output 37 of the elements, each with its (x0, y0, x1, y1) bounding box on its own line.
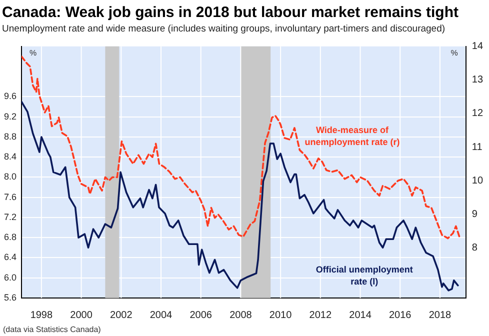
y-tick-label: 8.0 (4, 172, 17, 182)
y-tick-label: 9.6 (4, 91, 17, 102)
y-axis-title: % (30, 48, 37, 58)
y-tick-label: 7.6 (4, 192, 17, 202)
x-tick-label: 2004 (150, 310, 173, 321)
y2-tick-label: 10 (472, 175, 484, 186)
chart-title: Canada: Weak job gains in 2018 but labour market remains tight (2, 4, 459, 22)
y2-tick-label: 11 (472, 142, 483, 153)
x-tick-label: 2000 (70, 310, 93, 321)
y-tick-label: 6.0 (4, 272, 17, 282)
y-tick-label: 6.8 (4, 232, 17, 242)
y-tick-label: 7.2 (4, 212, 17, 222)
chart-subtitle: Unemployment rate and wide measure (includes waiting groups, involuntary part-timers and discouraged) (2, 23, 446, 34)
y2-axis-title: % (450, 48, 458, 58)
y2-tick-label: 9 (472, 208, 478, 220)
y2-tick-label: 13 (472, 74, 484, 86)
y-tick-label: 6.4 (4, 252, 17, 262)
y-tick-label: 8.4 (4, 152, 17, 162)
x-tick-label: 2002 (110, 310, 133, 321)
y-tick-label: 5.6 (4, 292, 17, 302)
y2-tick-label: 14 (472, 41, 484, 52)
x-tick-label: 2008 (230, 310, 252, 321)
x-tick-label: 2006 (190, 310, 212, 321)
x-tick-label: 2014 (349, 310, 372, 321)
y2-tick-label: 8 (472, 242, 478, 254)
series-label: Wide-measure of unemployment rate (r) (304, 125, 400, 148)
x-tick-label: 2018 (428, 310, 452, 321)
series-label: Official unemployment rate (l) (316, 264, 413, 286)
x-tick-label: 2016 (388, 310, 412, 321)
line-series (22, 56, 461, 240)
text: (data via Statistics Canada) (3, 325, 102, 334)
y2-tick-label: 12 (472, 108, 484, 120)
x-tick-label: 2010 (269, 310, 292, 321)
y-tick-label: 8.8 (4, 131, 17, 142)
y-tick-label: 9.2 (4, 111, 17, 122)
x-tick-label: 1998 (30, 310, 53, 321)
x-tick-label: 2012 (309, 310, 332, 321)
